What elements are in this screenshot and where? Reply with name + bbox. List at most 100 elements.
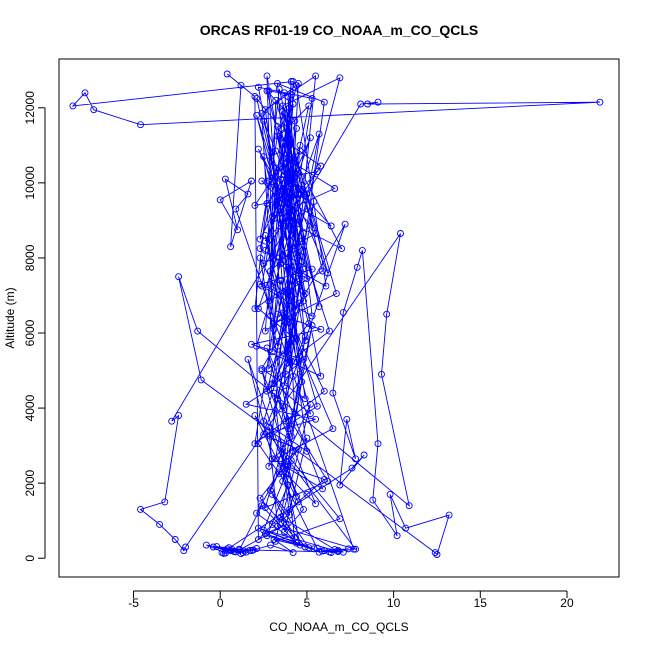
data-point	[247, 340, 255, 348]
data-point	[286, 505, 294, 513]
data-point	[258, 109, 266, 117]
data-point	[209, 543, 217, 551]
data-point	[378, 370, 385, 378]
data-point	[282, 155, 290, 162]
data-point	[261, 327, 269, 335]
data-point	[405, 502, 413, 510]
data-point	[268, 380, 276, 388]
data-point	[225, 544, 233, 552]
data-point	[339, 548, 347, 556]
data-point	[279, 250, 287, 258]
data-point	[286, 357, 294, 365]
data-point	[306, 134, 314, 142]
data-point	[251, 412, 259, 420]
data-point	[336, 74, 344, 82]
data-point	[267, 267, 274, 275]
data-point	[284, 350, 292, 358]
data-point	[327, 549, 335, 557]
data-point	[261, 246, 269, 254]
data-point	[289, 549, 297, 557]
data-point	[315, 130, 323, 138]
data-point	[282, 119, 290, 127]
data-point	[284, 462, 292, 470]
data-point	[261, 530, 269, 538]
data-point	[256, 235, 264, 243]
data-point	[341, 220, 349, 228]
data-point	[277, 519, 285, 527]
y-tick-label: 12000	[23, 91, 37, 125]
y-axis: 0 2000 4000 6000 8000 10000 12000	[23, 91, 46, 562]
data-point	[277, 277, 285, 284]
data-point	[284, 93, 292, 100]
data-point	[90, 106, 98, 114]
data-point	[180, 547, 188, 555]
data-point	[310, 224, 318, 232]
data-point	[254, 305, 262, 313]
data-point	[308, 312, 316, 320]
data-point	[277, 460, 285, 468]
data-point	[237, 81, 245, 89]
data-point	[293, 81, 300, 89]
y-axis-label: Altitude (m)	[3, 287, 17, 348]
data-point	[275, 470, 283, 478]
data-point	[301, 192, 309, 200]
data-point	[298, 237, 306, 245]
data-point	[249, 546, 257, 554]
y-tick-label: 4000	[23, 394, 37, 421]
data-point	[260, 526, 268, 534]
data-point	[221, 175, 229, 183]
data-point	[296, 370, 304, 378]
data-point	[137, 505, 144, 513]
data-point	[301, 333, 309, 341]
data-point	[279, 140, 287, 147]
data-point	[320, 475, 328, 483]
data-point	[260, 153, 268, 161]
data-point	[246, 546, 254, 554]
data-point	[310, 545, 318, 553]
data-point	[267, 312, 274, 320]
data-point	[234, 226, 242, 234]
data-point	[267, 432, 274, 440]
data-point	[289, 100, 297, 108]
data-point	[317, 372, 325, 380]
data-point	[272, 455, 280, 463]
data-point	[265, 385, 273, 393]
data-point	[306, 400, 314, 408]
data-point	[306, 410, 314, 418]
data-point	[331, 185, 339, 192]
data-point	[383, 310, 391, 318]
data-point	[296, 541, 304, 549]
data-point	[263, 87, 271, 95]
data-point	[277, 175, 285, 183]
data-point	[137, 121, 144, 129]
data-point	[260, 260, 268, 268]
y-tick-label: 10000	[23, 166, 37, 200]
data-point	[282, 222, 290, 230]
data-series	[69, 70, 604, 558]
data-point	[274, 123, 281, 131]
data-point	[161, 498, 169, 506]
data-point	[291, 534, 299, 542]
data-point	[287, 207, 295, 215]
data-point	[320, 547, 328, 555]
data-point	[258, 177, 266, 185]
data-point	[350, 545, 358, 553]
data-point	[275, 209, 283, 217]
x-tick-label: 0	[217, 596, 224, 610]
data-point	[329, 389, 337, 397]
data-point	[282, 417, 290, 425]
data-point	[294, 275, 302, 283]
data-point	[253, 509, 261, 517]
data-point	[332, 290, 340, 298]
data-point	[251, 93, 259, 100]
data-point	[296, 147, 304, 155]
data-point	[168, 417, 176, 425]
data-point	[282, 370, 290, 378]
data-point	[270, 389, 278, 397]
data-point	[265, 365, 273, 373]
data-point	[393, 532, 401, 540]
data-point	[352, 545, 359, 553]
data-point	[343, 415, 351, 423]
data-point	[336, 515, 344, 523]
data-point	[280, 179, 288, 187]
